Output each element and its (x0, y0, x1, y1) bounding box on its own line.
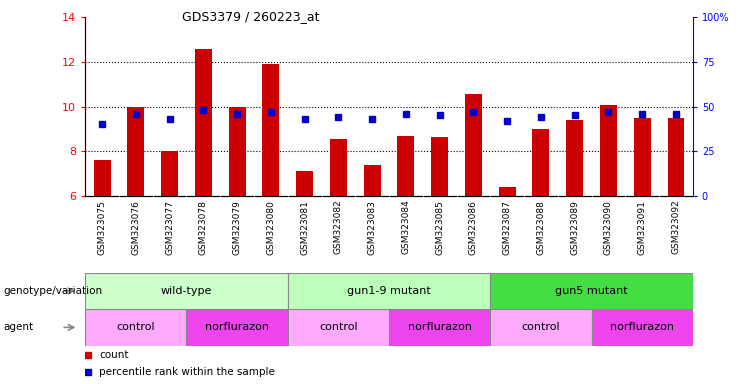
Bar (491, 273, 693, 309)
Text: GSM323087: GSM323087 (502, 200, 512, 255)
Bar (288, 273, 491, 309)
Bar (533, 129, 549, 196)
Bar (187, 309, 288, 346)
Bar (296, 171, 313, 196)
Bar (491, 309, 591, 346)
Text: agent: agent (4, 322, 34, 333)
Text: GSM323088: GSM323088 (536, 200, 545, 255)
Text: genotype/variation: genotype/variation (4, 286, 103, 296)
Text: norflurazon: norflurazon (610, 322, 674, 333)
Text: GDS3379 / 260223_at: GDS3379 / 260223_at (182, 10, 319, 23)
Text: GSM323077: GSM323077 (165, 200, 174, 255)
Bar (195, 48, 212, 196)
Text: gun1-9 mutant: gun1-9 mutant (347, 286, 431, 296)
Bar (431, 137, 448, 196)
Text: GSM323085: GSM323085 (435, 200, 444, 255)
Bar (591, 309, 693, 346)
Text: gun5 mutant: gun5 mutant (555, 286, 628, 296)
Text: GSM323080: GSM323080 (266, 200, 276, 255)
Bar (364, 165, 381, 196)
Text: GSM323091: GSM323091 (638, 200, 647, 255)
Bar (499, 187, 516, 196)
Bar (127, 107, 144, 196)
Bar (85, 273, 288, 309)
Bar (262, 64, 279, 196)
Text: GSM323082: GSM323082 (334, 200, 343, 255)
Text: wild-type: wild-type (161, 286, 212, 296)
Text: norflurazon: norflurazon (205, 322, 269, 333)
Text: GSM323090: GSM323090 (604, 200, 613, 255)
Text: control: control (319, 322, 358, 333)
Text: GSM323092: GSM323092 (671, 200, 680, 255)
Text: GSM323083: GSM323083 (368, 200, 376, 255)
Bar (668, 118, 685, 196)
Text: GSM323075: GSM323075 (98, 200, 107, 255)
Text: GSM323078: GSM323078 (199, 200, 208, 255)
Bar (161, 151, 178, 196)
Bar (600, 106, 617, 196)
Bar (330, 139, 347, 196)
Bar (288, 309, 389, 346)
Text: GSM323086: GSM323086 (469, 200, 478, 255)
Bar (93, 160, 110, 196)
Bar (465, 94, 482, 196)
Text: norflurazon: norflurazon (408, 322, 472, 333)
Bar (389, 309, 491, 346)
Bar (634, 118, 651, 196)
Text: GSM323084: GSM323084 (402, 200, 411, 255)
Text: GSM323079: GSM323079 (233, 200, 242, 255)
Text: control: control (522, 322, 560, 333)
Bar (566, 120, 583, 196)
Bar (229, 107, 245, 196)
Text: control: control (116, 322, 155, 333)
Text: GSM323081: GSM323081 (300, 200, 309, 255)
Bar (85, 309, 187, 346)
Bar (397, 136, 414, 196)
Text: GSM323076: GSM323076 (131, 200, 140, 255)
Text: count: count (99, 350, 128, 360)
Text: GSM323089: GSM323089 (570, 200, 579, 255)
Text: percentile rank within the sample: percentile rank within the sample (99, 366, 275, 377)
